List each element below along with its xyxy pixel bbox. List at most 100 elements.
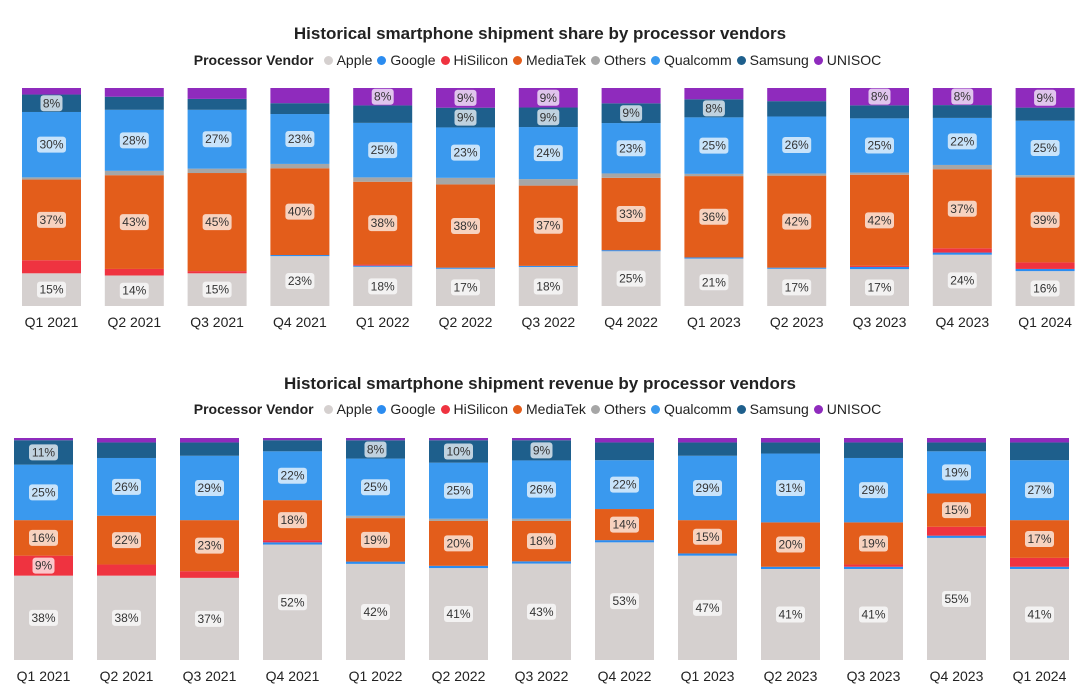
data-label-mediatek-q2-2022: 20% — [446, 536, 470, 550]
bar-segment-others-q2-2022 — [436, 177, 495, 185]
data-label-samsung-q1-2021: 11% — [32, 445, 55, 459]
legend-dot-samsung — [736, 404, 746, 414]
data-label-samsung-q1-2023: 8% — [705, 101, 723, 115]
legend-label-apple: Apple — [336, 401, 373, 417]
bar-segment-google-q2-2022 — [436, 267, 495, 269]
data-label-bg — [859, 482, 888, 499]
data-label-bg — [1025, 606, 1054, 623]
bar-segment-others-q4-2023 — [932, 164, 992, 170]
data-label-apple-q1-2024: 16% — [1033, 282, 1057, 296]
legend-label-qualcomm: Qualcomm — [663, 52, 732, 68]
data-label-apple-q4-2022: 25% — [619, 272, 643, 286]
bar-segment-google-q1-2023 — [684, 257, 744, 259]
data-label-bg — [112, 532, 141, 549]
data-label-bg — [537, 109, 560, 126]
data-label-bg — [527, 533, 556, 550]
data-label-unisoc-q2-2022: 9% — [457, 91, 475, 105]
data-label-mediatek-q1-2022: 38% — [371, 216, 395, 230]
bar-segment-samsung-q3-2021 — [187, 98, 247, 110]
data-label-apple-q1-2022: 18% — [371, 279, 395, 293]
legend-item-google: Google — [377, 52, 436, 68]
category-label-q1-2022: Q1 2022 — [356, 314, 410, 330]
bar-segment-samsung-q4-2023 — [927, 442, 986, 452]
legend-label-samsung: Samsung — [749, 52, 809, 68]
bar-segment-google-q1-2022 — [346, 561, 405, 564]
data-label-qualcomm-q2-2023: 31% — [778, 481, 802, 495]
bar-segment-others-q4-2022 — [601, 173, 661, 178]
data-label-bg — [285, 273, 315, 290]
data-label-bg — [29, 444, 58, 461]
bar-segment-google-q1-2023 — [678, 553, 737, 556]
bar-segment-unisoc-q3-2022 — [512, 438, 571, 441]
bar-segment-google-q3-2022 — [512, 561, 571, 564]
legend-item-samsung: Samsung — [736, 52, 809, 68]
data-label-samsung-q4-2022: 9% — [622, 106, 640, 120]
category-label-q2-2021: Q2 2021 — [100, 668, 154, 684]
legend-dot-apple — [323, 404, 333, 414]
data-label-bg — [29, 484, 58, 501]
data-label-bg — [865, 212, 894, 229]
bar-segment-google-q2-2023 — [767, 267, 827, 269]
legend-item-others: Others — [590, 401, 646, 417]
data-label-bg — [610, 593, 639, 610]
data-label-qualcomm-q3-2022: 24% — [536, 146, 560, 160]
data-label-mediatek-q3-2023: 42% — [867, 213, 891, 227]
legend-item-qualcomm: Qualcomm — [650, 52, 732, 68]
data-label-bg — [1034, 89, 1057, 106]
data-label-bg — [868, 88, 891, 105]
category-label-q1-2021: Q1 2021 — [25, 314, 79, 330]
bar-segment-unisoc-q1-2021 — [14, 438, 73, 441]
bar-segment-samsung-q2-2021 — [97, 442, 156, 458]
data-label-qualcomm-q1-2023: 25% — [702, 139, 726, 153]
data-label-bg — [693, 479, 722, 496]
data-label-bg — [776, 536, 805, 553]
data-label-qualcomm-q3-2022: 26% — [529, 483, 553, 497]
data-label-bg — [444, 443, 473, 460]
data-label-apple-q4-2021: 23% — [288, 274, 312, 288]
data-label-hisilicon-q1-2021: 9% — [35, 559, 53, 573]
data-label-apple-q1-2022: 42% — [363, 605, 387, 619]
data-label-bg — [454, 109, 477, 126]
data-label-mediatek-q4-2023: 15% — [944, 503, 968, 517]
category-label-q2-2021: Q2 2021 — [107, 314, 161, 330]
data-label-bg — [444, 535, 473, 552]
data-label-bg — [693, 599, 722, 616]
bar-segment-google-q4-2023 — [927, 535, 986, 538]
data-label-bg — [533, 145, 563, 162]
data-label-bg — [361, 531, 390, 548]
legend-label-apple: Apple — [336, 52, 373, 68]
data-label-bg — [610, 476, 639, 493]
category-label-q2-2022: Q2 2022 — [439, 314, 493, 330]
data-label-samsung-q1-2021: 8% — [43, 96, 61, 110]
bar-segment-hisilicon-q3-2023 — [850, 265, 909, 267]
data-label-qualcomm-q2-2022: 23% — [453, 146, 477, 160]
data-label-qualcomm-q3-2023: 25% — [867, 138, 891, 152]
data-label-qualcomm-q2-2022: 25% — [446, 484, 470, 498]
data-label-qualcomm-q1-2021: 30% — [39, 138, 63, 152]
bar-segment-samsung-q2-2023 — [767, 101, 827, 117]
data-label-apple-q4-2023: 24% — [950, 273, 974, 287]
data-label-bg — [530, 442, 553, 459]
data-label-bg — [527, 481, 556, 498]
data-label-bg — [942, 464, 971, 481]
data-label-bg — [202, 131, 232, 148]
data-label-mediatek-q4-2022: 14% — [612, 518, 636, 532]
data-label-apple-q4-2022: 53% — [612, 594, 636, 608]
data-label-bg — [444, 482, 473, 499]
data-label-qualcomm-q1-2022: 25% — [363, 480, 387, 494]
legend-label-mediatek: MediaTek — [526, 401, 586, 417]
category-label-q1-2024: Q1 2024 — [1018, 314, 1072, 330]
data-label-bg — [454, 89, 477, 106]
data-label-bg — [37, 136, 66, 153]
data-label-mediatek-q1-2024: 17% — [1027, 532, 1051, 546]
data-label-bg — [361, 603, 390, 620]
legend-dot-qualcomm — [650, 404, 660, 414]
data-label-bg — [782, 136, 812, 153]
data-label-bg — [37, 281, 66, 298]
data-label-bg — [1025, 482, 1054, 499]
data-label-bg — [278, 594, 307, 611]
data-label-apple-q1-2024: 41% — [1027, 607, 1051, 621]
data-label-mediatek-q1-2021: 16% — [31, 531, 55, 545]
bar-segment-hisilicon-q4-2023 — [927, 526, 986, 536]
data-label-unisoc-q3-2022: 9% — [540, 91, 558, 105]
